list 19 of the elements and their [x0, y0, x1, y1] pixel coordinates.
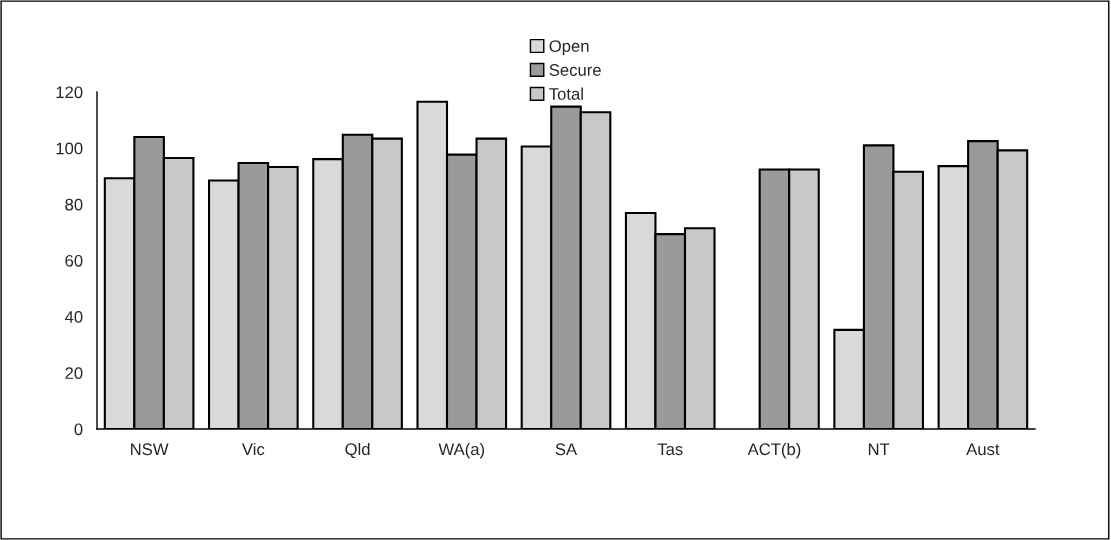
x-tick-label: Aust — [966, 443, 1000, 456]
x-tick-label: ACT(b) — [747, 442, 801, 459]
y-tick-label: 40 — [64, 311, 83, 323]
y-tick-label: 0 — [74, 423, 83, 436]
y-tick-label: 120 — [56, 86, 83, 99]
x-tick-label: WA(a) — [438, 442, 485, 459]
y-tick-label: 60 — [65, 254, 83, 267]
legend-label: Open — [549, 40, 589, 56]
legend-label: Total — [549, 87, 583, 100]
x-tick-label: Tas — [657, 443, 683, 456]
x-tick-label: NSW — [131, 443, 169, 456]
y-tick-label: 100 — [56, 142, 83, 155]
x-tick-label: Vic — [241, 442, 265, 456]
x-tick-label: SA — [555, 443, 578, 456]
x-tick-label: Qld — [345, 442, 370, 459]
x-tick-label: NT — [868, 443, 890, 455]
legend-label: Secure — [549, 64, 601, 76]
y-tick-label: 20 — [65, 367, 83, 380]
y-tick-label: 80 — [65, 198, 83, 211]
